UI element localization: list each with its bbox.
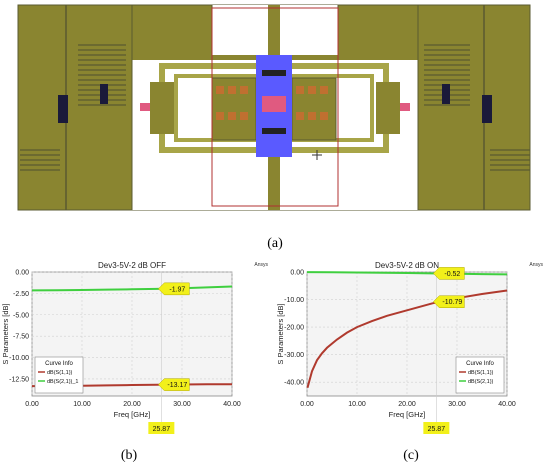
x-tick-label: 20.00 (398, 401, 416, 408)
x-tick-label: 0.00 (25, 401, 39, 408)
y-tick-label: 0.00 (15, 270, 29, 277)
chart-title: Dev3-5V-2 dB OFF (98, 261, 166, 270)
x-tick-label: 10.00 (348, 401, 366, 408)
panel-c-caption: (c) (403, 448, 419, 463)
y-tick-label: -5.00 (13, 312, 29, 319)
y-tick-label: -40.00 (284, 380, 304, 387)
annotation-label: -10.79 (442, 299, 462, 306)
chart-off-state: Dev3-5V-2 dB OFF Ansys 0.00 -2.50 -5.00 -7.50… (1, 261, 268, 434)
x-tick-label: 10.00 (73, 401, 91, 408)
y-tick-label: -30.00 (284, 352, 304, 359)
marker-x-box (423, 422, 450, 434)
marker-x-box (148, 422, 175, 434)
legend-title: Curve Info (45, 361, 73, 367)
y-tick-label: -10.00 (9, 355, 29, 362)
legend-entry: dB(S(1,1)) (468, 370, 494, 376)
series-line-2 (306, 271, 508, 276)
annotation-flag (157, 282, 190, 296)
brand-label: Ansys (254, 262, 268, 268)
legend-entry: dB(S(2,1))_1 (47, 379, 79, 385)
legend-entry: dB(S(1,1)) (47, 370, 73, 376)
x-tick-label: 30.00 (448, 401, 466, 408)
annotation-label: -13.17 (167, 382, 187, 389)
annotation-label: -0.52 (444, 271, 460, 278)
annotation-flag (432, 295, 465, 308)
y-axis-label: S Parameters [dB] (1, 303, 10, 364)
legend-title: Curve Info (466, 361, 494, 367)
y-tick-label: 0.00 (290, 270, 304, 277)
y-tick-label: -20.00 (284, 325, 304, 332)
y-tick-label: -12.50 (9, 376, 29, 383)
x-tick-label: 0.00 (300, 401, 314, 408)
legend-box (34, 356, 84, 394)
panel-b-caption: (b) (120, 448, 138, 463)
y-axis-label: S Parameters [dB] (276, 303, 285, 364)
legend-entry: dB(S(2,1)) (468, 379, 494, 385)
y-tick-label: -2.50 (13, 291, 29, 298)
x-tick-label: 40.00 (498, 401, 516, 408)
x-tick-label: 20.00 (123, 401, 141, 408)
annotation-flag (432, 267, 465, 280)
annotation-flag (157, 378, 190, 391)
layout-image (0, 0, 550, 232)
x-tick-label: 30.00 (173, 401, 191, 408)
y-tick-label: -7.50 (13, 334, 29, 341)
legend-box (455, 356, 505, 394)
brand-label: Ansys (529, 262, 543, 268)
annotation-label: -1.97 (169, 286, 185, 293)
x-axis-label: Freq [GHz] (114, 410, 151, 419)
panel-a-caption: (a) (267, 236, 283, 251)
x-tick-label: 40.00 (223, 401, 241, 408)
y-tick-label: -10.00 (284, 297, 304, 304)
marker-x-label: 25.87 (428, 426, 446, 433)
series-line-2 (31, 285, 233, 292)
chart-on-state: Dev3-5V-2 dB ON Ansys 0.00 -10.00 -20.00 -30.… (276, 261, 543, 434)
x-axis-label: Freq [GHz] (389, 410, 426, 419)
marker-x-label: 25.87 (153, 426, 171, 433)
chart-title: Dev3-5V-2 dB ON (375, 261, 439, 270)
